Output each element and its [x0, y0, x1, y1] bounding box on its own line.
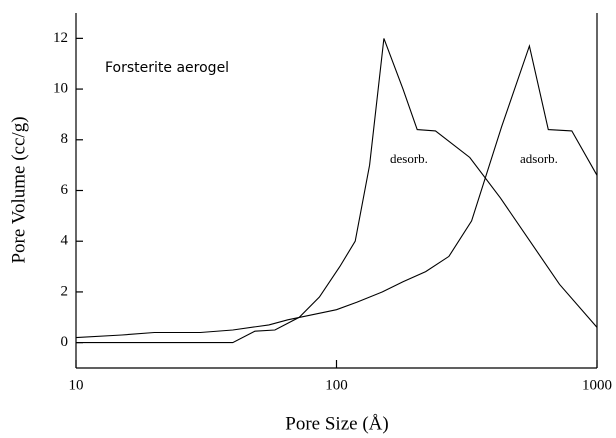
annotation: adsorb. — [520, 151, 558, 166]
y-tick-label: 6 — [61, 182, 69, 198]
y-tick-label: 10 — [53, 81, 68, 97]
x-tick-label: 10 — [69, 377, 84, 393]
series-line — [76, 38, 598, 344]
annotation: desorb. — [390, 151, 428, 166]
y-tick-label: 2 — [61, 283, 69, 299]
y-tick-label: 4 — [61, 233, 69, 249]
y-tick-label: 0 — [61, 334, 69, 350]
x-tick-label: 1000 — [582, 377, 612, 393]
x-axis-label: Pore Size (Å) — [285, 413, 388, 434]
series-line — [75, 43, 598, 339]
y-tick-label: 12 — [53, 30, 68, 46]
annotation: Forsterite aerogel — [105, 60, 229, 76]
x-tick-label: 100 — [325, 377, 348, 393]
y-tick-label: 8 — [61, 131, 69, 147]
y-axis-label: Pore Volume (cc/g) — [8, 116, 29, 263]
